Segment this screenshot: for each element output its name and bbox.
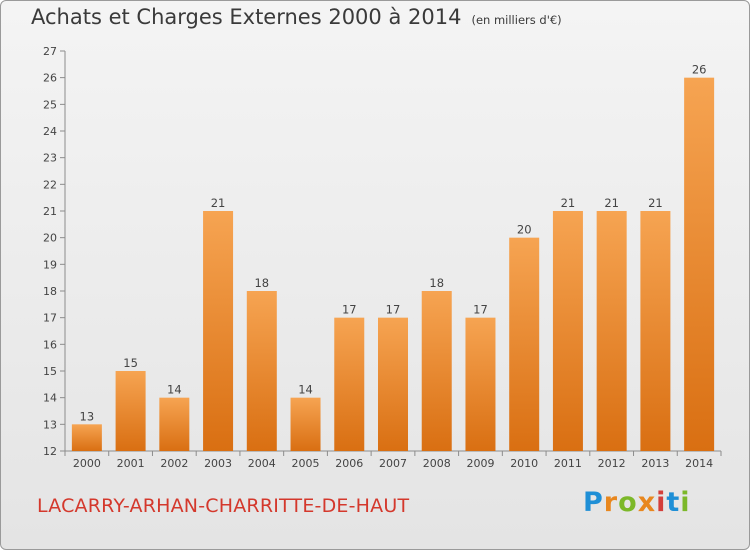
y-tick-label: 14: [43, 392, 57, 405]
y-tick-label: 12: [43, 445, 57, 458]
logo-letter: o: [618, 487, 638, 518]
data-labels: 13 2000 15 2001 14 2002 21 2003 18 2004 14 2005 17 20…: [73, 63, 713, 470]
data-label-2008: 18: [429, 276, 444, 290]
x-tick-label-2009: 2009: [466, 457, 494, 470]
bar-2010: [509, 237, 540, 451]
bar-2003: [203, 211, 234, 451]
bar-2000: [71, 424, 102, 451]
x-tick-label-2007: 2007: [379, 457, 407, 470]
commune-name: LACARRY-ARHAN-CHARRITTE-DE-HAUT: [37, 495, 410, 517]
x-tick-label-2004: 2004: [248, 457, 276, 470]
bar-2008: [421, 291, 452, 451]
data-label-2002: 14: [167, 383, 182, 397]
y-tick-label: 23: [43, 152, 57, 165]
bar-2004: [246, 291, 277, 451]
bar-2001: [115, 371, 146, 451]
data-label-2001: 15: [123, 356, 138, 370]
chart-title: Achats et Charges Externes 2000 à 2014 (e…: [31, 5, 562, 29]
data-label-2010: 20: [517, 223, 532, 237]
data-label-2003: 21: [211, 196, 226, 210]
bar-2014: [684, 77, 715, 452]
x-tick-label-2014: 2014: [685, 457, 713, 470]
x-tick-label-2006: 2006: [335, 457, 363, 470]
bar-2013: [640, 211, 671, 451]
bar-2009: [465, 317, 496, 451]
data-label-2007: 17: [386, 303, 401, 317]
bar-2012: [596, 211, 627, 451]
axes: 12 13 14 15 16 17 18 19 20 21 22 23 24 25 26 27: [43, 45, 722, 458]
logo-letter: x: [637, 487, 657, 518]
proxiti-logo: Proxiti: [583, 487, 691, 518]
y-tick-label: 21: [43, 205, 57, 218]
logo-letter: r: [603, 487, 619, 518]
y-tick-label: 15: [43, 365, 57, 378]
data-label-2005: 14: [298, 383, 313, 397]
data-label-2000: 13: [80, 409, 95, 423]
x-tick-label-2005: 2005: [292, 457, 320, 470]
bar-2007: [378, 317, 408, 451]
x-tick-label-2003: 2003: [204, 457, 232, 470]
data-label-2013: 21: [648, 196, 663, 210]
y-tick-label: 18: [43, 285, 57, 298]
x-tick-label-2000: 2000: [73, 457, 101, 470]
y-tick-label: 17: [43, 312, 57, 325]
y-tick-label: 13: [43, 418, 57, 431]
data-label-2014: 26: [692, 63, 707, 77]
y-tick-label: 20: [43, 232, 57, 245]
logo-letter: i: [680, 487, 691, 518]
x-tick-label-2010: 2010: [510, 457, 538, 470]
bar-2006: [334, 317, 365, 451]
logo-letter: t: [666, 487, 681, 518]
y-tick-label: 25: [43, 98, 57, 111]
y-tick-label: 26: [43, 72, 57, 85]
logo-letter: i: [656, 487, 667, 518]
logo-letter: P: [583, 487, 604, 518]
y-tick-label: 24: [43, 125, 57, 138]
bar-2005: [290, 397, 321, 451]
y-tick-label: 16: [43, 338, 57, 351]
chart-title-text: Achats et Charges Externes 2000 à 2014: [31, 5, 462, 29]
x-tick-label-2012: 2012: [598, 457, 626, 470]
data-label-2009: 17: [473, 303, 488, 317]
data-label-2006: 17: [342, 303, 357, 317]
x-tick-label-2001: 2001: [117, 457, 145, 470]
data-label-2011: 21: [561, 196, 576, 210]
data-label-2004: 18: [254, 276, 269, 290]
bars: [71, 77, 715, 452]
x-tick-label-2002: 2002: [160, 457, 188, 470]
y-tick-label: 19: [43, 258, 57, 271]
x-tick-label-2011: 2011: [554, 457, 582, 470]
x-tick-label-2013: 2013: [641, 457, 669, 470]
bar-2002: [159, 397, 190, 451]
x-tick-label-2008: 2008: [423, 457, 451, 470]
data-label-2012: 21: [604, 196, 619, 210]
chart-unit: (en milliers d'€): [471, 13, 562, 27]
y-tick-label: 22: [43, 178, 57, 191]
y-tick-label: 27: [43, 45, 57, 58]
bar-2011: [552, 211, 583, 451]
